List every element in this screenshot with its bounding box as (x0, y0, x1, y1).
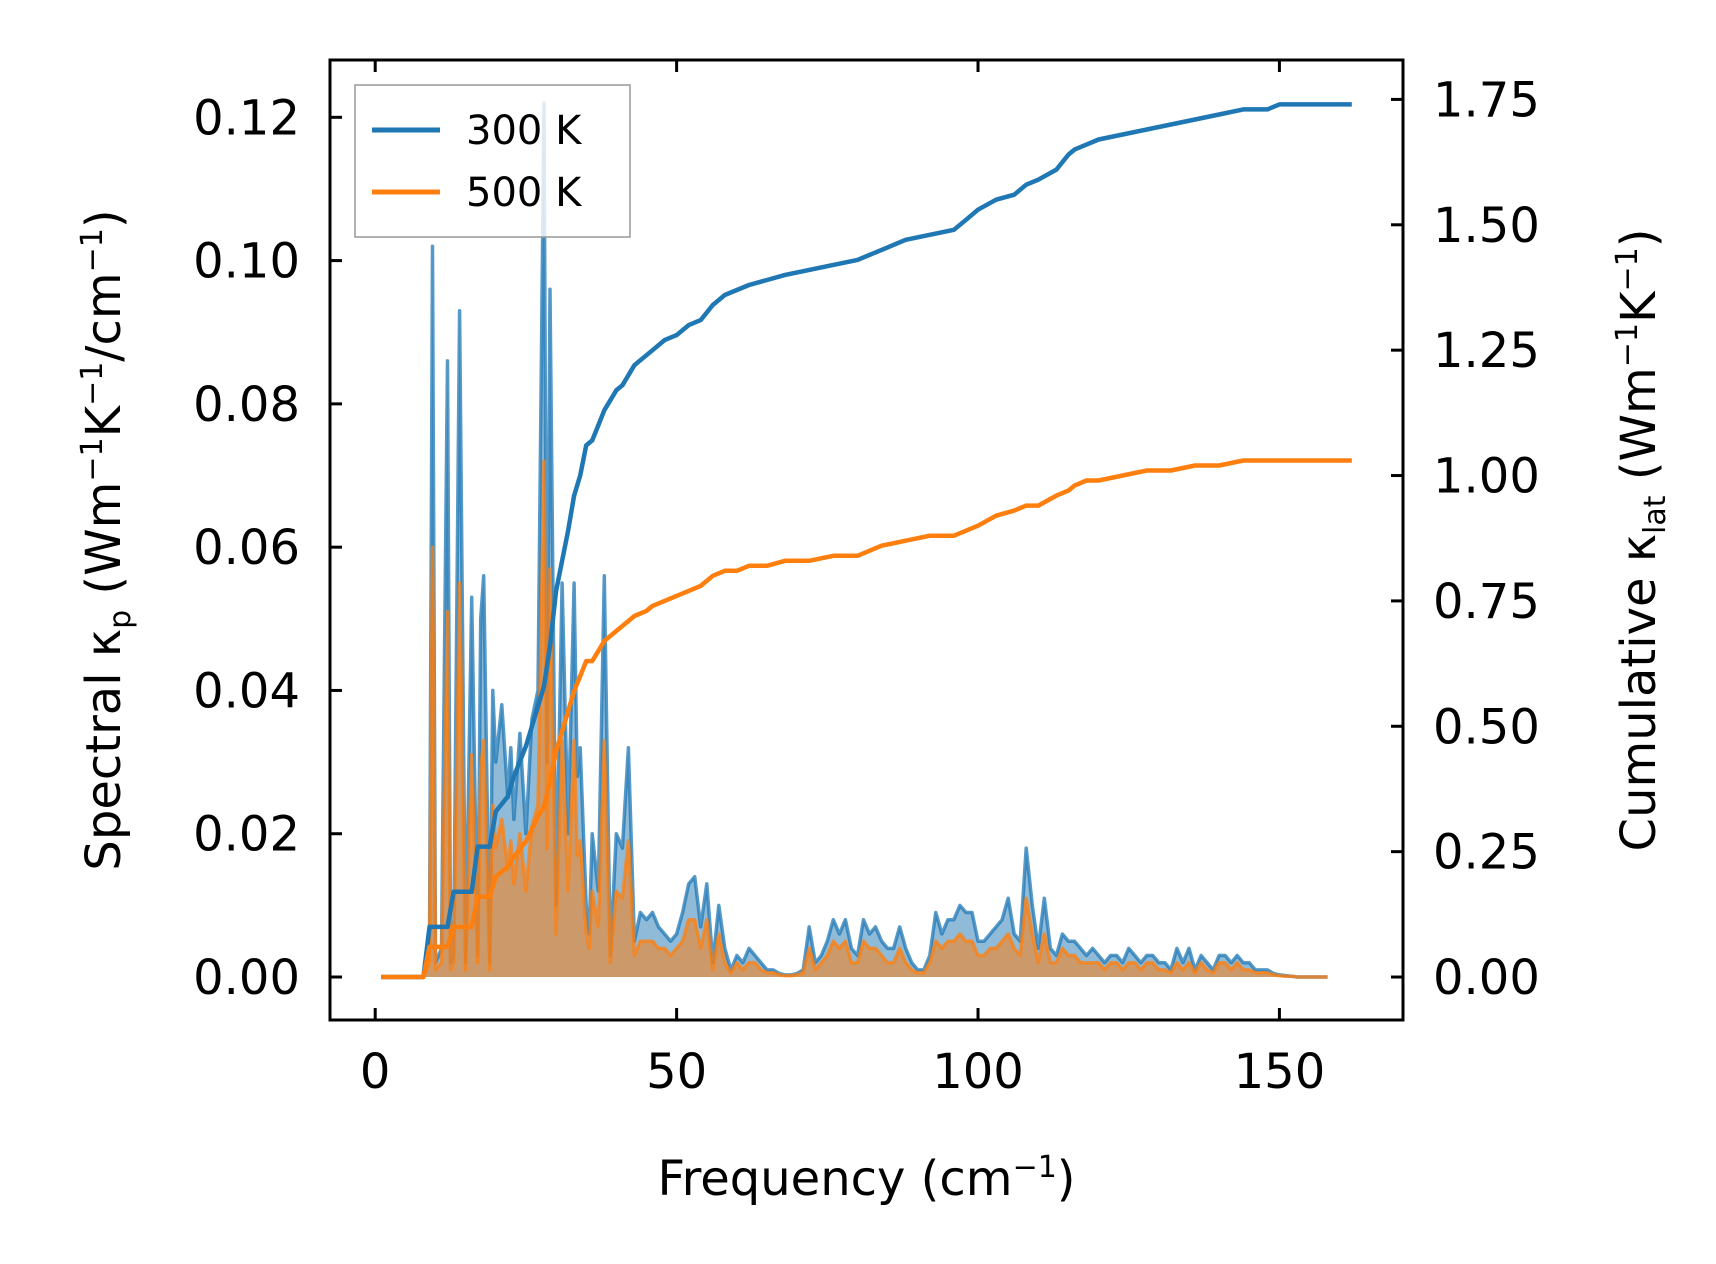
x-axis-label: Frequency (cm−1​) (657, 1150, 1075, 1207)
x-tick-label: 50 (646, 1044, 707, 1100)
axes: 0 50 100 150 0.00 0.02 0.04 0.06 0.08 0.10 0.12 0.0… (193, 58, 1540, 1100)
cumulative-500k-line (381, 458, 1352, 980)
y-left-tick-label: 0.10 (193, 234, 300, 290)
data-lines (381, 102, 1352, 980)
legend-label: 500 K (466, 170, 583, 216)
y-right-tick-label: 0.75 (1433, 574, 1540, 630)
spectral-500k-area (381, 461, 1328, 978)
y-left-tick-label: 0.12 (193, 90, 300, 146)
y-right-tick-label: 1.25 (1433, 323, 1540, 379)
legend-label: 300 K (466, 108, 583, 154)
plot-frame (328, 58, 1405, 1022)
y-right-tick-label: 0.50 (1433, 699, 1540, 755)
y-right-axis-label: Cumulative κlat​ (Wm−1​K−1​) (1610, 229, 1673, 852)
y-left-tick-label: 0.00 (193, 950, 300, 1006)
axis-labels: Frequency (cm−1​) Spectral κp​ (Wm−1​K−1​… (75, 209, 1673, 1207)
spectral-fills (381, 101, 1328, 979)
legend-box (354, 84, 631, 238)
y-left-tick-label: 0.02 (193, 807, 300, 863)
y-right-tick-label: 1.75 (1433, 72, 1540, 128)
y-right-tick-label: 1.00 (1433, 449, 1540, 505)
y-left-axis-label: Spectral κp​ (Wm−1​K−1​/cm−1​) (75, 209, 138, 870)
spectral-500k-outline (381, 459, 1328, 979)
legend: 300 K 500 K (354, 84, 631, 238)
y-right-tick-label: 0.25 (1433, 825, 1540, 881)
y-right-tick-label: 0.00 (1433, 950, 1540, 1006)
y-left-tick-label: 0.06 (193, 520, 300, 576)
x-tick-label: 100 (932, 1044, 1024, 1100)
spectral-300k-outline (381, 101, 1328, 979)
x-tick-label: 150 (1234, 1044, 1326, 1100)
y-left-tick-label: 0.04 (193, 663, 300, 719)
cumulative-300k-line (381, 102, 1352, 980)
y-right-tick-label: 1.50 (1433, 198, 1540, 254)
x-tick-label: 0 (360, 1044, 391, 1100)
y-left-tick-label: 0.08 (193, 377, 300, 433)
